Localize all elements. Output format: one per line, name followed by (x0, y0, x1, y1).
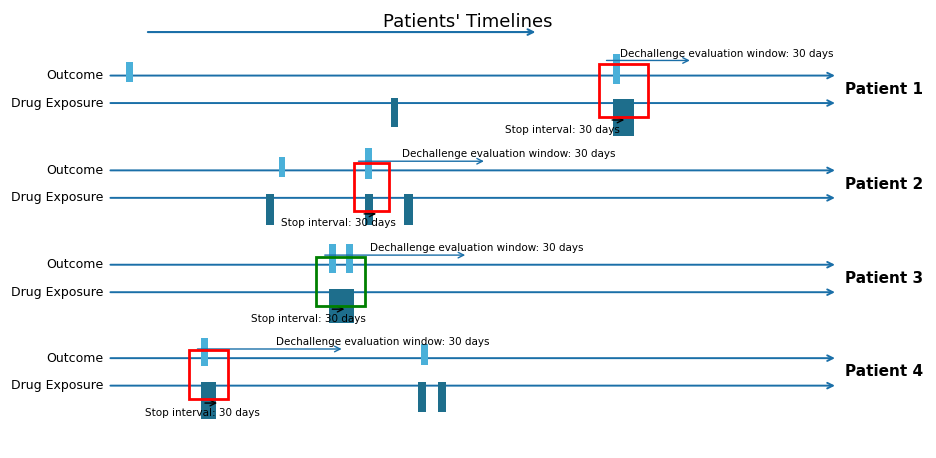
Text: Stop interval: 30 days: Stop interval: 30 days (281, 218, 396, 229)
Bar (418, 382, 426, 412)
Bar (279, 157, 285, 177)
Text: Dechallenge evaluation window: 30 days: Dechallenge evaluation window: 30 days (370, 243, 583, 253)
Text: Drug Exposure: Drug Exposure (10, 97, 103, 109)
Bar (316, 257, 365, 306)
Text: Drug Exposure: Drug Exposure (10, 191, 103, 204)
Bar (365, 148, 372, 179)
Bar (329, 289, 354, 323)
Text: Outcome: Outcome (46, 69, 103, 82)
Bar (391, 98, 398, 127)
Text: Patient 4: Patient 4 (845, 365, 923, 379)
Text: Stop interval: 30 days: Stop interval: 30 days (251, 314, 366, 324)
Bar (365, 194, 373, 225)
Bar (599, 64, 648, 117)
Bar (613, 54, 620, 84)
Bar (438, 382, 446, 412)
Text: Stop interval: 30 days: Stop interval: 30 days (505, 125, 621, 135)
Text: Patient 2: Patient 2 (845, 177, 924, 191)
Text: Outcome: Outcome (46, 258, 103, 271)
Text: Dechallenge evaluation window: 30 days: Dechallenge evaluation window: 30 days (402, 149, 616, 159)
Bar (613, 99, 634, 136)
Bar (329, 244, 336, 273)
Bar (404, 194, 413, 225)
Bar (266, 194, 274, 225)
Bar (201, 338, 208, 366)
Text: Patient 3: Patient 3 (845, 271, 923, 286)
Text: Patient 1: Patient 1 (845, 82, 923, 97)
Text: Outcome: Outcome (46, 352, 103, 365)
Text: Dechallenge evaluation window: 30 days: Dechallenge evaluation window: 30 days (620, 49, 833, 59)
Text: Outcome: Outcome (46, 164, 103, 177)
Bar (346, 244, 353, 273)
Bar (126, 62, 133, 82)
Text: Patients' Timelines: Patients' Timelines (383, 13, 553, 31)
Text: Dechallenge evaluation window: 30 days: Dechallenge evaluation window: 30 days (276, 337, 490, 347)
Bar (354, 163, 389, 211)
Text: Stop interval: 30 days: Stop interval: 30 days (145, 408, 260, 418)
Bar (201, 382, 216, 419)
Text: Drug Exposure: Drug Exposure (10, 286, 103, 299)
Bar (421, 344, 428, 365)
Text: Drug Exposure: Drug Exposure (10, 379, 103, 392)
Bar (189, 350, 228, 399)
